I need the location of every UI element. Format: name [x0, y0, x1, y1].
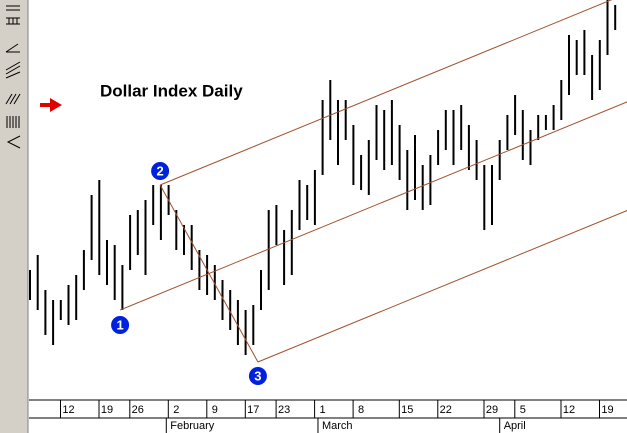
x-tick-label: 9: [212, 404, 218, 416]
toolbar: [0, 0, 28, 433]
x-tick-label: 23: [278, 404, 290, 416]
month-label: March: [322, 420, 353, 432]
tool-pitchfork[interactable]: [5, 93, 21, 105]
x-tick-label: 17: [247, 404, 259, 416]
month-label: April: [504, 420, 526, 432]
tool-angle[interactable]: [5, 43, 20, 53]
pivot-marker: [151, 162, 170, 180]
red-arrow: [40, 98, 62, 112]
pivot-marker: [111, 316, 130, 334]
tool-arc[interactable]: [6, 135, 21, 149]
pivot-label: 3: [254, 368, 261, 383]
pitchfork-upper: [159, 0, 613, 186]
x-tick-label: 22: [440, 404, 452, 416]
x-tick-label: 26: [132, 404, 144, 416]
pivot-label: 2: [157, 163, 164, 178]
x-tick-label: 29: [486, 404, 498, 416]
x-tick-label: 1: [320, 404, 326, 416]
pitchfork-lower: [257, 209, 627, 363]
pivot-label: 1: [116, 317, 123, 332]
x-tick-label: 8: [358, 404, 364, 416]
month-label: February: [170, 420, 215, 432]
tool-cycles[interactable]: [6, 116, 20, 128]
x-tick-label: 12: [62, 404, 74, 416]
chart-title: Dollar Index Daily: [100, 81, 243, 100]
pitchfork-median: [119, 101, 627, 311]
x-tick-label: 15: [401, 404, 413, 416]
pitchfork-handle: [159, 184, 259, 363]
x-tick-label: 19: [101, 404, 113, 416]
x-tick-label: 5: [520, 404, 526, 416]
tool-fib[interactable]: [6, 17, 20, 25]
tool-fan[interactable]: [5, 61, 21, 79]
toolbar-icons: [5, 5, 21, 149]
x-tick-label: 19: [601, 404, 613, 416]
x-tick-label: 2: [173, 404, 179, 416]
plot: [29, 0, 627, 363]
tool-hline[interactable]: [6, 5, 20, 11]
pivot-marker: [248, 367, 267, 385]
x-tick-label: 12: [563, 404, 575, 416]
